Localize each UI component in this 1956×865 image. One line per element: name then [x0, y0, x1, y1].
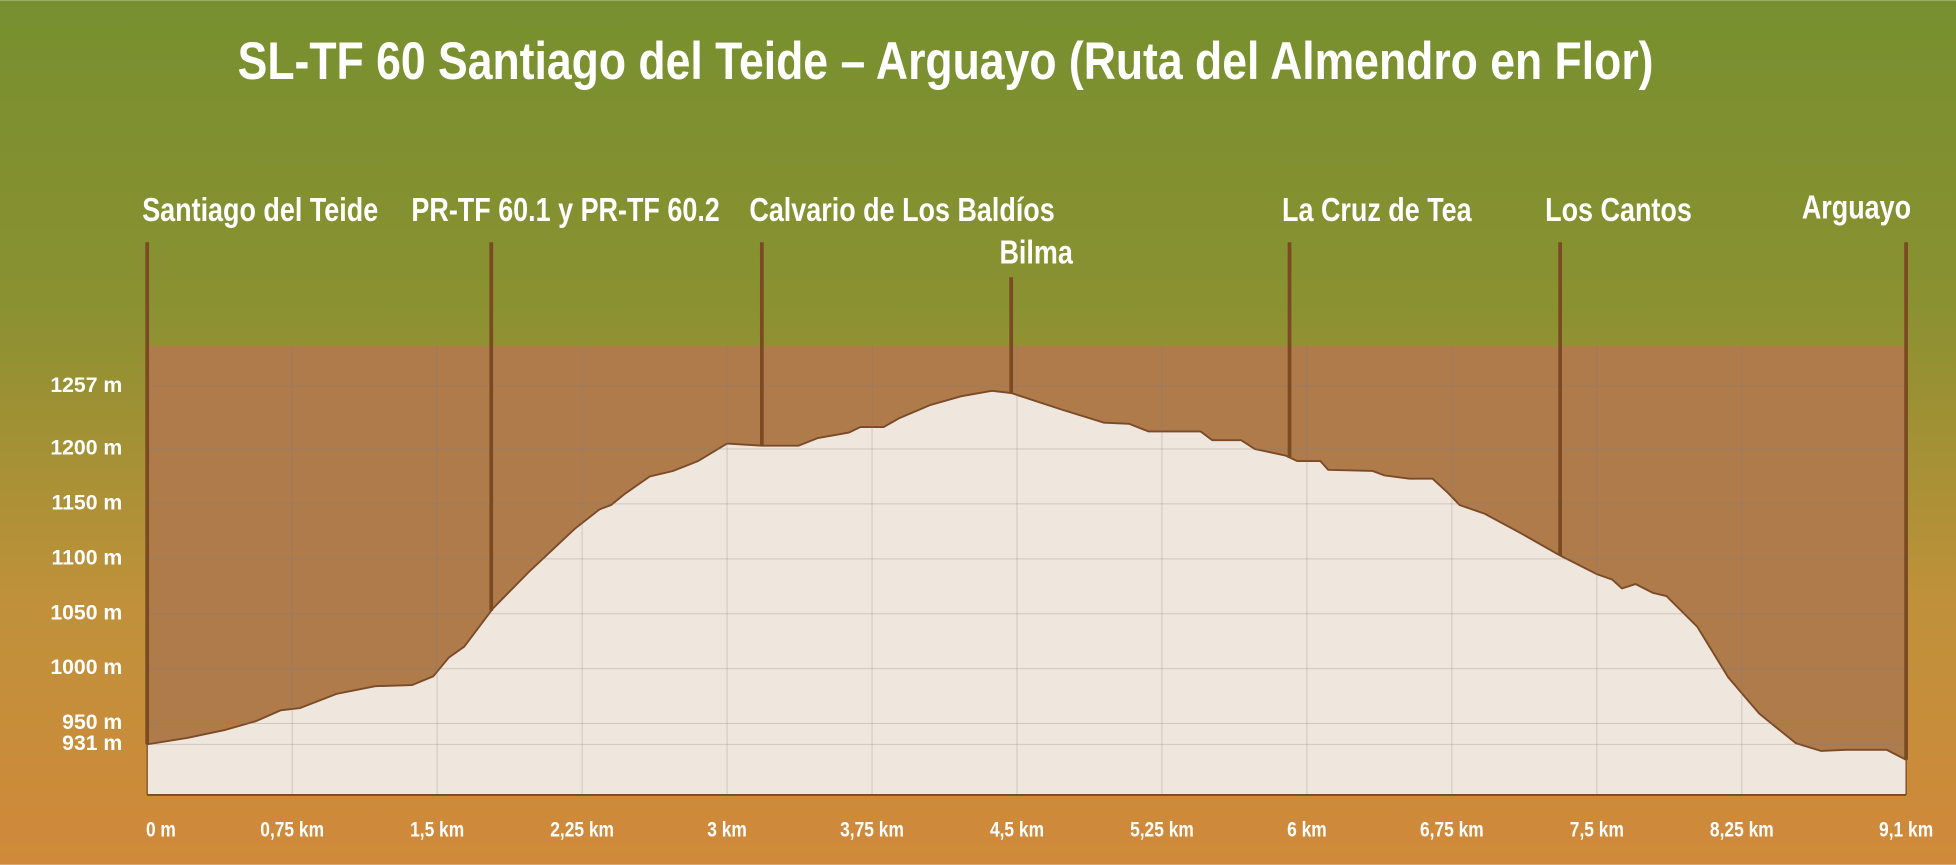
x-tick-label: 2,25 km	[550, 819, 614, 842]
profile-line	[147, 389, 1907, 761]
y-tick-label: 931 m	[62, 732, 122, 755]
x-tick-label: 5,25 km	[1130, 819, 1194, 842]
x-tick-label: 6 km	[1287, 819, 1327, 842]
y-tick-label: 1200 m	[50, 437, 122, 460]
y-tick-label: 1257 m	[50, 374, 122, 397]
x-tick-label: 8,25 km	[1710, 819, 1774, 842]
x-tick-label: 9,1 km	[1879, 819, 1933, 842]
x-tick-label: 3 km	[707, 819, 747, 842]
waypoint-label: Santiago del Teide	[142, 192, 378, 229]
waypoint-label: La Cruz de Tea	[1282, 192, 1472, 229]
y-tick-label: 1100 m	[52, 546, 123, 569]
x-tick-label: 4,5 km	[990, 819, 1044, 842]
x-tick-label: 6,75 km	[1420, 819, 1484, 842]
waypoint-label: PR-TF 60.1 y PR-TF 60.2	[411, 192, 719, 229]
profile-area	[147, 390, 1907, 795]
waypoint-label: Los Cantos	[1545, 192, 1692, 229]
waypoint-label: Bilma	[999, 235, 1073, 272]
waypoint-label: Arguayo	[1802, 190, 1911, 227]
waypoint-label: Calvario de Los Baldíos	[749, 192, 1054, 229]
x-tick-label: 7,5 km	[1570, 819, 1624, 842]
chart-title: SL-TF 60 Santiago del Teide – Arguayo (R…	[238, 33, 1654, 91]
y-tick-label: 1150 m	[52, 492, 123, 515]
y-tick-label: 1000 m	[50, 656, 122, 679]
y-tick-label: 950 m	[62, 711, 122, 734]
x-tick-label: 3,75 km	[840, 819, 904, 842]
x-tick-label: 0 m	[146, 819, 176, 842]
x-tick-label: 0,75 km	[260, 819, 324, 842]
y-tick-label: 1050 m	[50, 601, 122, 624]
x-tick-label: 1,5 km	[410, 819, 464, 842]
